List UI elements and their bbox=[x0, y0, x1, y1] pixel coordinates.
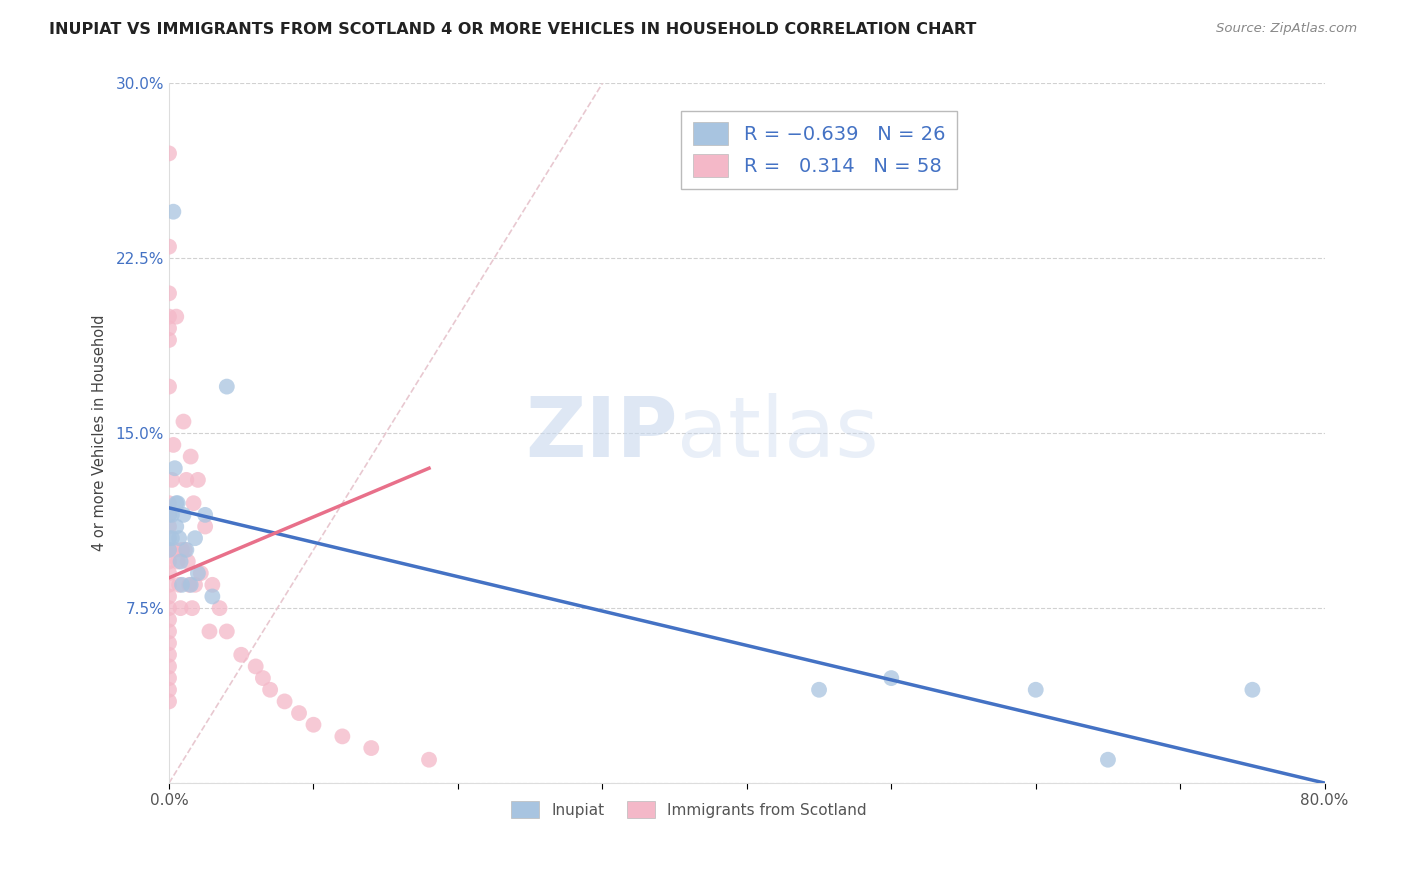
Point bbox=[157, 578, 180, 592]
Text: Source: ZipAtlas.com: Source: ZipAtlas.com bbox=[1216, 22, 1357, 36]
Point bbox=[181, 601, 204, 615]
Point bbox=[180, 578, 202, 592]
Point bbox=[194, 508, 217, 522]
Point bbox=[880, 671, 903, 685]
Point bbox=[166, 496, 188, 510]
Point bbox=[157, 508, 180, 522]
Point bbox=[1241, 682, 1264, 697]
Point bbox=[172, 415, 194, 429]
Point bbox=[157, 146, 180, 161]
Point bbox=[162, 204, 184, 219]
Text: atlas: atlas bbox=[678, 392, 879, 474]
Point bbox=[160, 473, 183, 487]
Point bbox=[201, 578, 224, 592]
Point bbox=[165, 310, 187, 324]
Point bbox=[808, 682, 831, 697]
Point bbox=[157, 321, 180, 335]
Point bbox=[194, 519, 217, 533]
Point bbox=[169, 601, 191, 615]
Point bbox=[208, 601, 231, 615]
Point bbox=[176, 542, 198, 557]
Point bbox=[418, 753, 440, 767]
Point bbox=[1025, 682, 1047, 697]
Point bbox=[165, 519, 187, 533]
Point bbox=[157, 682, 180, 697]
Point bbox=[360, 741, 382, 756]
Point bbox=[157, 519, 180, 533]
Point bbox=[166, 554, 188, 568]
Point bbox=[184, 578, 207, 592]
Point bbox=[302, 717, 325, 731]
Point bbox=[179, 578, 201, 592]
Point bbox=[157, 496, 180, 510]
Point bbox=[176, 473, 198, 487]
Point bbox=[215, 624, 238, 639]
Point bbox=[184, 531, 207, 545]
Point bbox=[187, 566, 209, 581]
Point bbox=[157, 333, 180, 347]
Point bbox=[170, 542, 193, 557]
Point bbox=[174, 542, 197, 557]
Point bbox=[190, 566, 212, 581]
Point bbox=[172, 508, 194, 522]
Point bbox=[157, 542, 180, 557]
Point bbox=[332, 730, 354, 744]
Point bbox=[157, 601, 180, 615]
Point bbox=[245, 659, 267, 673]
Point bbox=[157, 659, 180, 673]
Text: INUPIAT VS IMMIGRANTS FROM SCOTLAND 4 OR MORE VEHICLES IN HOUSEHOLD CORRELATION : INUPIAT VS IMMIGRANTS FROM SCOTLAND 4 OR… bbox=[49, 22, 977, 37]
Text: ZIP: ZIP bbox=[524, 392, 678, 474]
Point bbox=[157, 624, 180, 639]
Point bbox=[157, 590, 180, 604]
Point bbox=[288, 706, 311, 720]
Point bbox=[157, 310, 180, 324]
Point bbox=[167, 531, 190, 545]
Point bbox=[157, 671, 180, 685]
Point bbox=[273, 694, 295, 708]
Point bbox=[157, 542, 180, 557]
Point bbox=[180, 450, 202, 464]
Point bbox=[157, 613, 180, 627]
Point bbox=[157, 240, 180, 254]
Point bbox=[170, 578, 193, 592]
Legend: Inupiat, Immigrants from Scotland: Inupiat, Immigrants from Scotland bbox=[505, 795, 873, 824]
Point bbox=[252, 671, 274, 685]
Point bbox=[157, 508, 180, 522]
Point bbox=[157, 648, 180, 662]
Point bbox=[163, 461, 186, 475]
Point bbox=[198, 624, 221, 639]
Point bbox=[160, 508, 183, 522]
Point bbox=[157, 531, 180, 545]
Point bbox=[157, 636, 180, 650]
Point bbox=[160, 531, 183, 545]
Point bbox=[169, 554, 191, 568]
Point bbox=[215, 379, 238, 393]
Point bbox=[165, 496, 187, 510]
Point bbox=[187, 473, 209, 487]
Point bbox=[1097, 753, 1119, 767]
Point bbox=[167, 578, 190, 592]
Point bbox=[162, 438, 184, 452]
Point bbox=[177, 554, 200, 568]
Point bbox=[259, 682, 281, 697]
Point bbox=[157, 694, 180, 708]
Point bbox=[163, 542, 186, 557]
Point bbox=[183, 496, 205, 510]
Point bbox=[157, 286, 180, 301]
Point bbox=[201, 590, 224, 604]
Point bbox=[157, 554, 180, 568]
Y-axis label: 4 or more Vehicles in Household: 4 or more Vehicles in Household bbox=[93, 315, 107, 551]
Point bbox=[157, 566, 180, 581]
Point bbox=[157, 379, 180, 393]
Point bbox=[231, 648, 253, 662]
